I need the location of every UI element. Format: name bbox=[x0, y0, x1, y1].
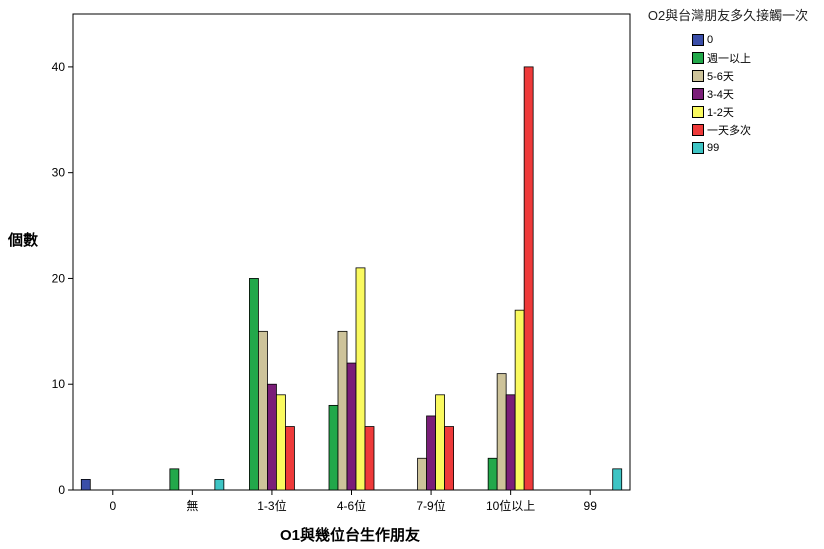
x-tick-label: 10位以上 bbox=[486, 498, 535, 513]
bar-4-5 bbox=[514, 309, 525, 491]
bar-2-4 bbox=[417, 457, 427, 491]
legend-item: 一天多次 bbox=[692, 121, 822, 139]
bar-3-2 bbox=[267, 383, 277, 491]
bar-5-5 bbox=[523, 66, 534, 491]
bar-5-3 bbox=[364, 426, 375, 491]
legend-item: 1-2天 bbox=[692, 103, 822, 121]
bar-2-5 bbox=[496, 373, 507, 491]
legend-swatch bbox=[692, 106, 704, 118]
bar-1-3 bbox=[328, 404, 339, 491]
x-tick-label: 1-3位 bbox=[257, 498, 286, 513]
bar-3-4 bbox=[426, 415, 436, 491]
legend-swatch bbox=[692, 70, 704, 82]
y-tick-label: 20 bbox=[52, 271, 66, 285]
legend-label: 0 bbox=[707, 34, 714, 46]
legend-swatch bbox=[692, 52, 704, 64]
x-tick-label: 0 bbox=[109, 499, 116, 513]
bar-2-3 bbox=[337, 330, 348, 491]
bar-1-2 bbox=[249, 278, 259, 491]
legend-title: O2與台灣朋友多久接觸一次 bbox=[647, 8, 809, 23]
legend-items: 0 週一以上 5-6天 3-4天 1-2天一天多次 99 bbox=[692, 31, 822, 157]
legend-label: 一天多次 bbox=[707, 125, 751, 137]
bar-1-5 bbox=[487, 457, 498, 491]
bar-1-1 bbox=[169, 468, 180, 491]
y-axis-label: 個數 bbox=[8, 232, 39, 249]
bar-0-0 bbox=[80, 479, 91, 491]
legend-swatch bbox=[692, 88, 704, 100]
legend-item: 5-6天 bbox=[692, 67, 822, 85]
y-tick-label: 30 bbox=[52, 166, 66, 180]
legend-swatch bbox=[692, 142, 704, 154]
legend-item: 99 bbox=[692, 139, 822, 157]
bar-4-2 bbox=[276, 394, 286, 491]
bar-6-1 bbox=[214, 479, 225, 491]
x-tick-label: 99 bbox=[584, 499, 598, 513]
legend-item: 0 bbox=[692, 31, 822, 49]
y-tick-label: 10 bbox=[52, 377, 66, 391]
y-tick-label: 0 bbox=[58, 483, 65, 497]
legend-label: 5-6天 bbox=[707, 71, 734, 83]
legend-label: 3-4天 bbox=[707, 89, 734, 101]
legend-label: 1-2天 bbox=[707, 107, 734, 119]
x-tick-label: 7-9位 bbox=[416, 498, 445, 513]
bar-5-2 bbox=[285, 426, 295, 491]
bar-5-4 bbox=[444, 426, 454, 491]
bar-4-3 bbox=[355, 267, 366, 491]
x-tick-label: 無 bbox=[186, 498, 198, 513]
x-tick-label: 4-6位 bbox=[337, 498, 366, 513]
x-axis-label: O1與幾位台生作朋友 bbox=[279, 527, 420, 544]
legend-swatch bbox=[692, 124, 704, 136]
legend-item: 週一以上 bbox=[692, 49, 822, 67]
legend-label: 週一以上 bbox=[707, 53, 751, 65]
bar-3-5 bbox=[505, 394, 516, 491]
legend-item: 3-4天 bbox=[692, 85, 822, 103]
bar-4-4 bbox=[435, 394, 445, 491]
y-tick-label: 40 bbox=[52, 60, 66, 74]
legend-swatch bbox=[692, 34, 704, 46]
bar-6-6 bbox=[612, 468, 623, 491]
legend: O2與台灣朋友多久接觸一次 0 週一以上 5-6天 3-4天 1-2天一天多次 99 bbox=[634, 8, 822, 157]
bar-3-3 bbox=[346, 362, 357, 491]
bar-2-2 bbox=[258, 330, 268, 491]
legend-label: 99 bbox=[707, 142, 720, 154]
